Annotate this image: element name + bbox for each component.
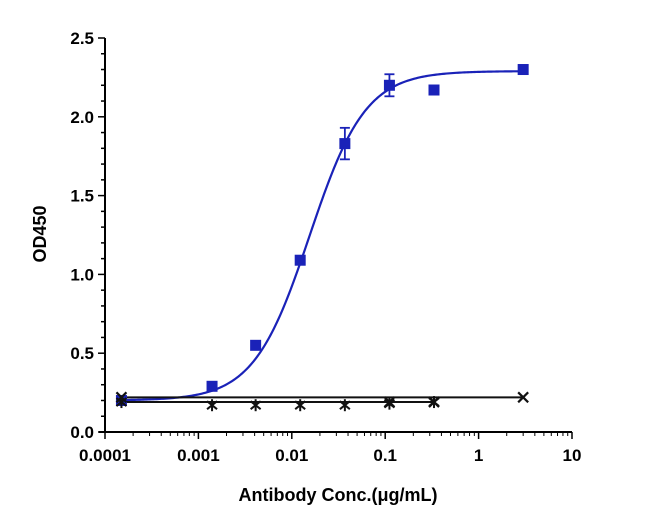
x-tick-label: 0.1 (373, 446, 397, 465)
x-tick-label: 0.01 (275, 446, 308, 465)
y-tick-label: 0.5 (70, 344, 94, 363)
axes: 0.0 0.5 1.0 1.5 2.0 2.5 0.0001 0.001 0.01 0.1 1 10 (70, 29, 581, 465)
x-marker-stroke (517, 391, 529, 404)
data-point-square (517, 64, 529, 76)
data-point-square (250, 339, 262, 351)
y-axis-title: OD450 (30, 205, 50, 262)
x-axis-title: Antibody Conc.(μg/mL) (239, 485, 438, 505)
data-point-asterisk (428, 396, 440, 409)
data-point-square (206, 380, 218, 392)
data-point-square (339, 138, 351, 150)
y-tick-label: 2.5 (70, 29, 94, 48)
data-point-square (294, 254, 306, 266)
y-tick-label: 2.0 (70, 108, 94, 127)
data-point-square (428, 84, 440, 96)
y-tick-label: 0.0 (70, 423, 94, 442)
data-point-asterisk (115, 396, 128, 409)
data-point-asterisk (383, 397, 396, 410)
x-tick-label: 0.001 (177, 446, 220, 465)
y-tick-label: 1.0 (70, 265, 94, 284)
x-tick-label: 10 (563, 446, 582, 465)
x-tick-label: 0.0001 (79, 446, 131, 465)
data-point-asterisk (339, 399, 351, 412)
x-tick-label: 1 (474, 446, 483, 465)
fit-curves (121, 70, 524, 404)
data-point-asterisk (206, 399, 218, 412)
data-point-asterisk (250, 399, 262, 412)
data-point-square (383, 79, 395, 91)
data-point-asterisk (294, 399, 306, 412)
data-point-x (517, 391, 529, 404)
data-points (115, 64, 529, 412)
y-tick-label: 1.5 (70, 187, 94, 206)
fit-curve-series-1 (121, 70, 524, 402)
